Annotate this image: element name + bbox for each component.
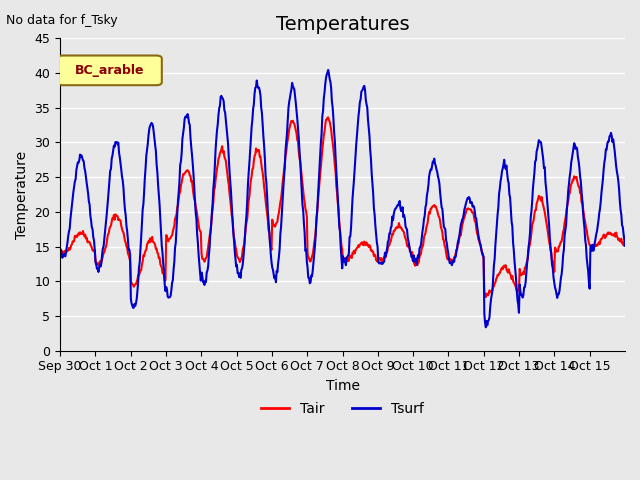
Title: Temperatures: Temperatures: [276, 15, 410, 34]
Tair: [482, 294, 490, 300]
Text: No data for f_Tsky: No data for f_Tsky: [6, 14, 118, 27]
Tair: [402, 236, 410, 241]
Tsurf: [276, 246, 284, 252]
Text: BC_arable: BC_arable: [75, 64, 145, 77]
Tsurf: [56, 249, 64, 254]
Tsurf: [402, 224, 410, 229]
Tair: [123, 243, 131, 249]
Tair: [324, 115, 332, 120]
Tsurf: [123, 223, 131, 228]
Tair: [227, 197, 234, 203]
X-axis label: Time: Time: [326, 379, 360, 393]
Line: Tsurf: Tsurf: [60, 70, 625, 327]
Tsurf: [227, 179, 234, 184]
Tair: [276, 204, 284, 210]
Tsurf: [433, 169, 441, 175]
Tsurf: [324, 67, 332, 73]
Legend: Tair, Tsurf: Tair, Tsurf: [255, 397, 429, 422]
Tsurf: [482, 324, 490, 330]
Tair: [433, 208, 441, 214]
FancyBboxPatch shape: [58, 56, 162, 85]
Tair: [255, 147, 262, 153]
Tair: [56, 249, 64, 254]
Tair: [621, 240, 629, 246]
Tsurf: [255, 85, 262, 91]
Y-axis label: Temperature: Temperature: [15, 150, 29, 239]
Line: Tair: Tair: [60, 118, 625, 297]
Tsurf: [621, 243, 629, 249]
